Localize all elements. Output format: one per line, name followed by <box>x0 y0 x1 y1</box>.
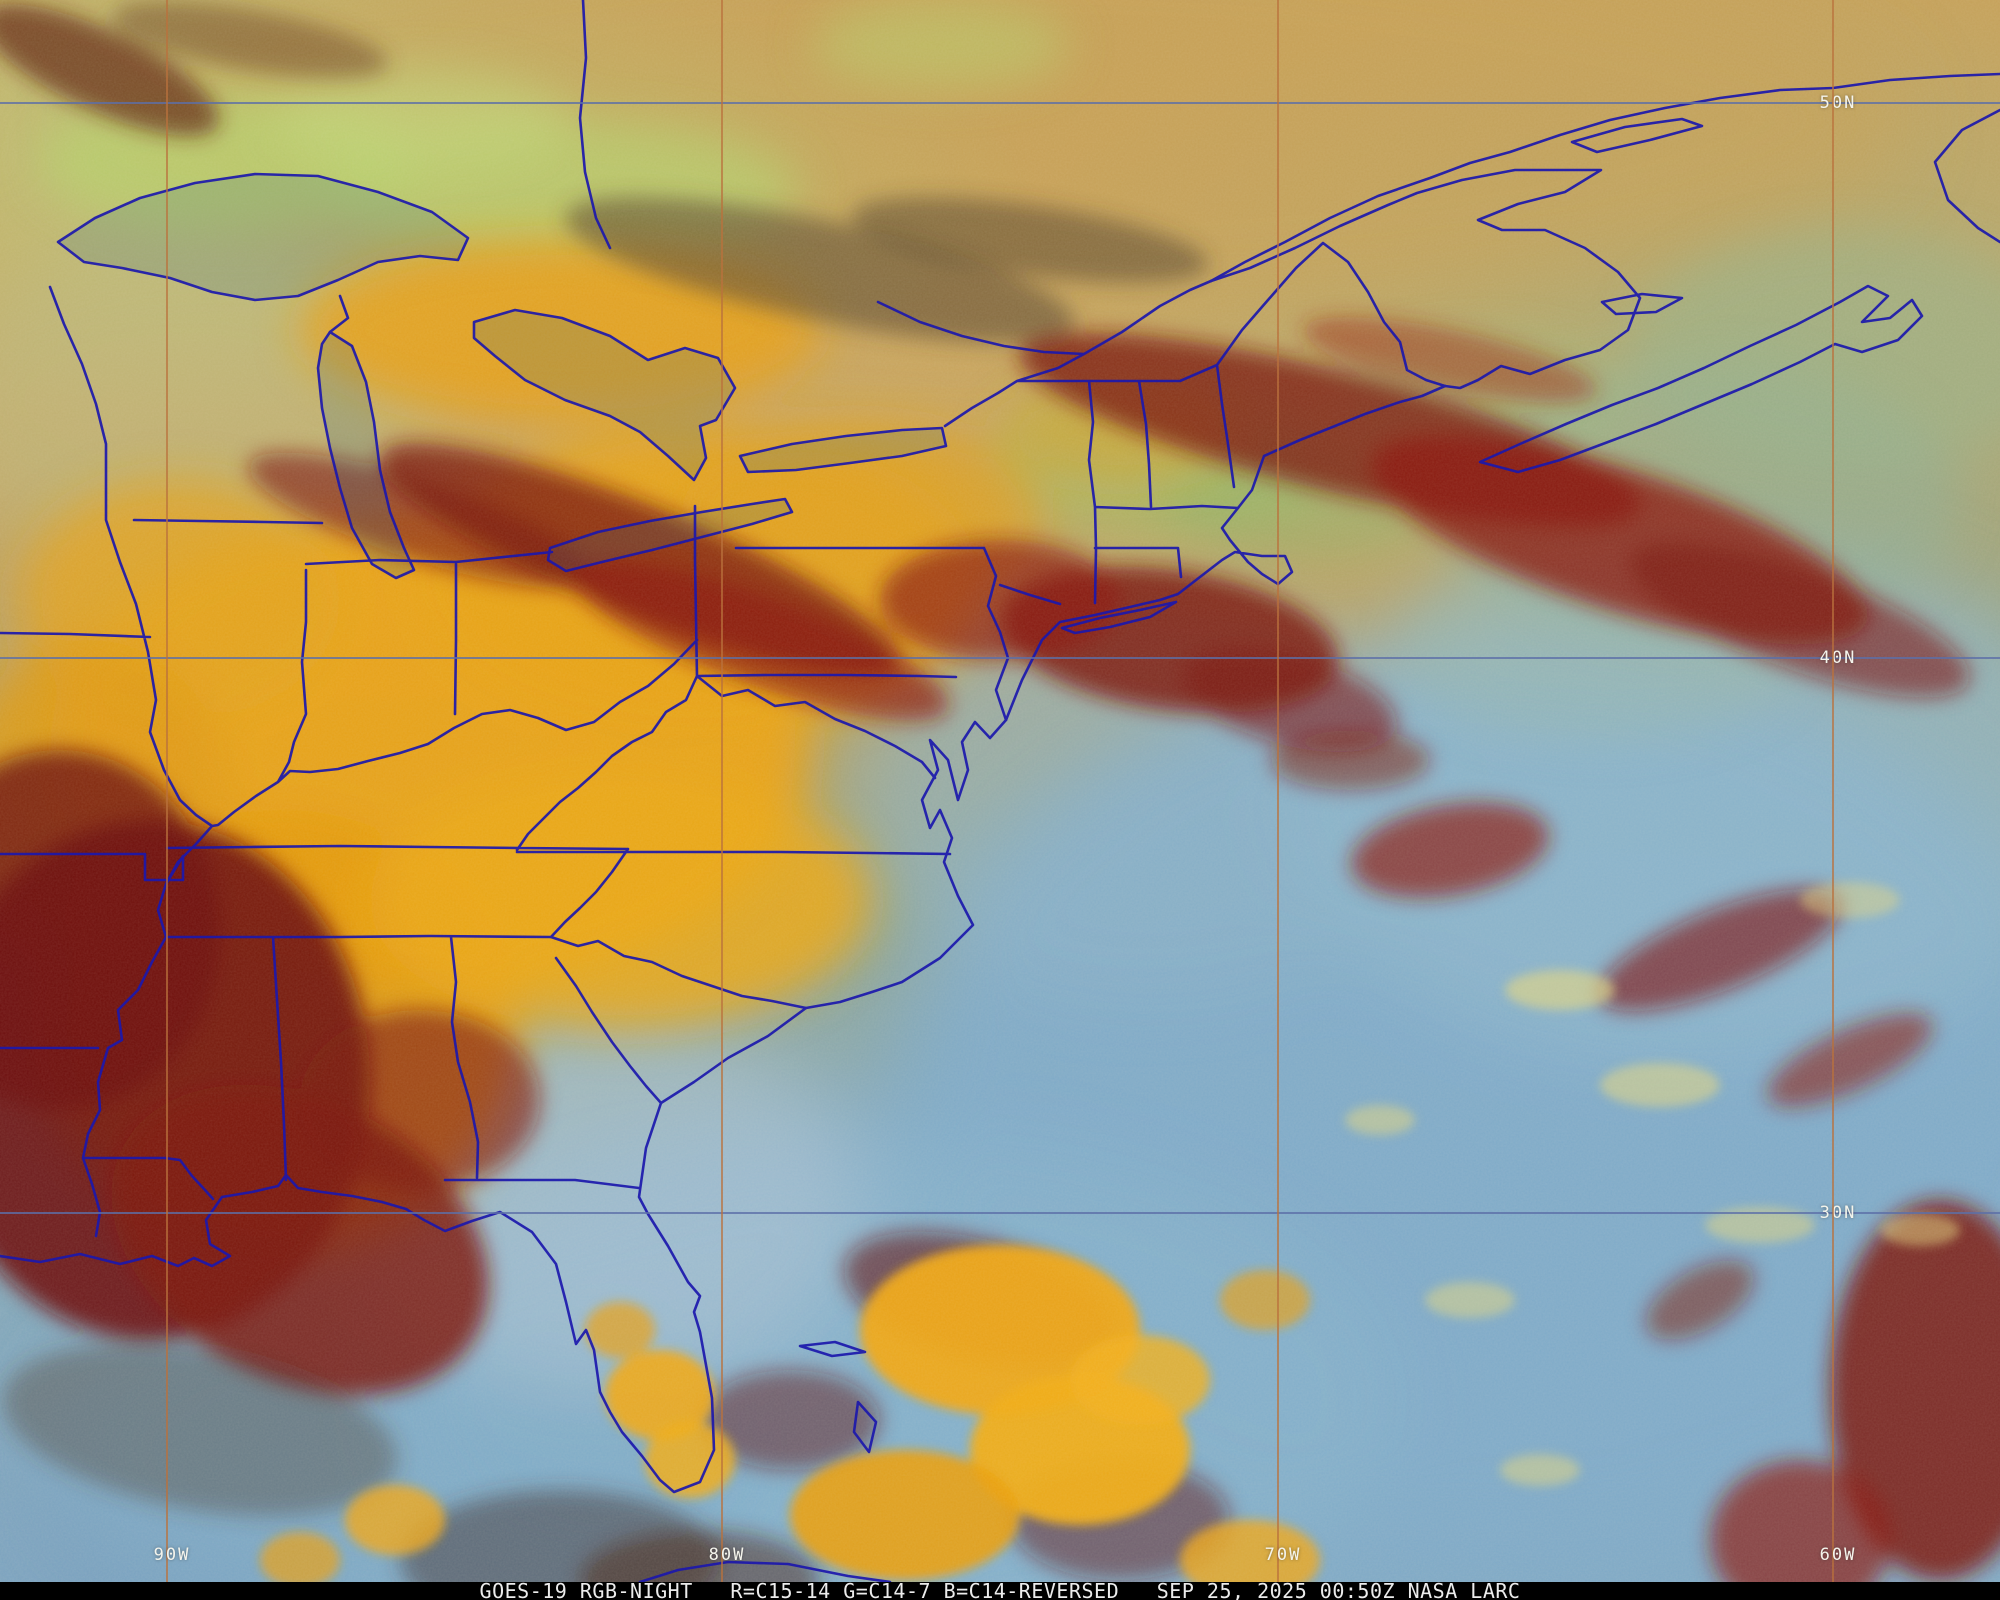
latitude-gridline <box>0 1212 2000 1214</box>
lake-michigan <box>316 330 416 580</box>
longitude-label: 90W <box>153 1545 191 1565</box>
latitude-label: 50N <box>1819 93 1857 113</box>
longitude-gridline <box>166 0 168 1582</box>
status-bar: GOES-19 RGB-NIGHT R=C15-14 G=C14-7 B=C14… <box>0 1579 2000 1600</box>
coastline <box>0 384 1447 1494</box>
longitude-label: 70W <box>1264 1545 1302 1565</box>
longitude-gridline <box>1277 0 1279 1582</box>
lake-erie <box>546 497 794 573</box>
latitude-gridline <box>0 657 2000 659</box>
longitude-gridline <box>1832 0 1834 1582</box>
lake-huron <box>472 308 737 482</box>
lake-ontario <box>738 426 948 474</box>
latitude-label: 40N <box>1819 648 1857 668</box>
latitude-gridline <box>0 102 2000 104</box>
longitude-gridline <box>721 0 723 1582</box>
longitude-label: 80W <box>708 1545 746 1565</box>
newfoundland-coast <box>1933 108 2000 244</box>
longitude-label: 60W <box>1819 1545 1857 1565</box>
state-borders <box>0 0 1447 1238</box>
latitude-label: 30N <box>1819 1203 1857 1223</box>
cuba-coast <box>638 1560 892 1582</box>
long-island <box>1060 600 1178 635</box>
nova-scotia <box>1478 284 1924 474</box>
great-lakes <box>56 172 948 580</box>
lake-superior <box>56 172 470 302</box>
gaspe-new-brunswick <box>1209 168 1642 390</box>
prince-edward-island <box>1600 292 1684 316</box>
bahamas-islands <box>798 1340 878 1454</box>
anticosti-island <box>1570 117 1704 154</box>
st-lawrence-north-shore <box>1209 72 2000 283</box>
status-text: GOES-19 RGB-NIGHT R=C15-14 G=C14-7 B=C14… <box>479 1579 1521 1600</box>
